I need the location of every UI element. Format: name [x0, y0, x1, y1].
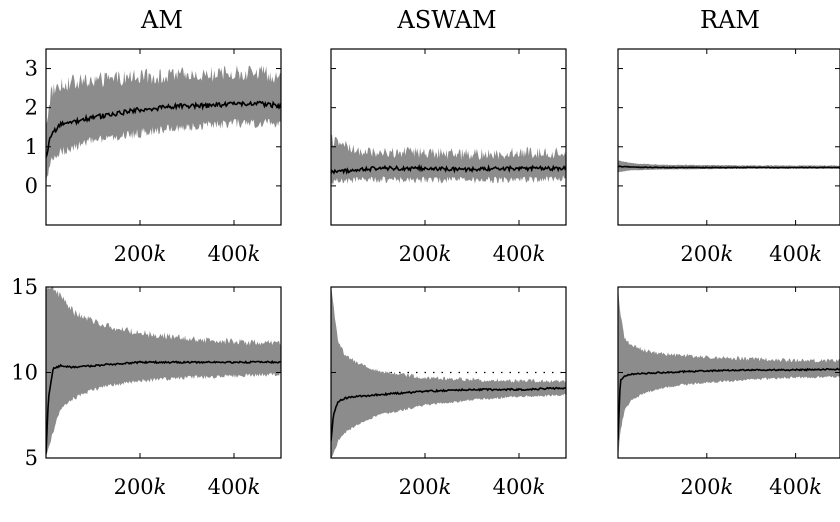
mean-line [331, 163, 566, 176]
panel-ram-top: 200k 400k [617, 48, 840, 266]
x-tick-label: 200k [680, 475, 733, 499]
y-tick-label: 0 [25, 174, 38, 198]
mean-line [331, 386, 566, 442]
mean-line [46, 100, 281, 158]
confidence-band [46, 287, 281, 458]
x-tick-label: 200k [399, 242, 452, 266]
x-tick-label: 400k [769, 475, 822, 499]
plot-area [331, 134, 566, 186]
y-tick-label: 10 [11, 361, 38, 385]
y-tick-label: 5 [25, 446, 38, 470]
axes-frame [45, 48, 282, 226]
x-tick-label: 400k [493, 242, 546, 266]
x-tick-label: 200k [114, 242, 167, 266]
x-tick-label: 400k [208, 475, 261, 499]
confidence-band [46, 65, 281, 185]
y-tick-label: 1 [25, 135, 38, 159]
confidence-band [331, 134, 566, 186]
x-tick-label: 400k [493, 475, 546, 499]
x-tick-label: 400k [208, 242, 261, 266]
mean-line [618, 367, 840, 441]
x-tick-label: 200k [114, 475, 167, 499]
panel-am-top: 200k 400k 0 1 2 3 [25, 48, 282, 266]
y-tick-label: 2 [25, 96, 38, 120]
plot-area [618, 160, 840, 173]
confidence-band [618, 160, 840, 173]
x-tick-label: 200k [399, 475, 452, 499]
confidence-band [618, 287, 840, 458]
panel-aswam-bottom: 200k 400k [330, 286, 567, 499]
y-tick-label: 3 [25, 57, 38, 81]
plot-area [618, 287, 840, 458]
plot-area [46, 287, 281, 458]
x-tick-label: 200k [680, 242, 733, 266]
confidence-band [331, 287, 566, 458]
panel-aswam-top: 200k 400k [330, 48, 567, 266]
mean-line [618, 165, 840, 169]
mean-line [46, 360, 281, 454]
plot-area [331, 287, 566, 458]
panel-am-bottom: 200k 400k 5 10 15 [11, 275, 282, 499]
axes-frame [617, 48, 840, 226]
plot-area [46, 65, 281, 185]
axes-frame [330, 48, 567, 226]
panel-ram-bottom: 200k 400k [617, 286, 840, 499]
title-aswam: ASWAM [396, 6, 496, 34]
title-am: AM [140, 6, 183, 34]
y-tick-label: 15 [11, 275, 38, 299]
title-ram: RAM [700, 6, 760, 34]
x-tick-label: 400k [769, 242, 822, 266]
